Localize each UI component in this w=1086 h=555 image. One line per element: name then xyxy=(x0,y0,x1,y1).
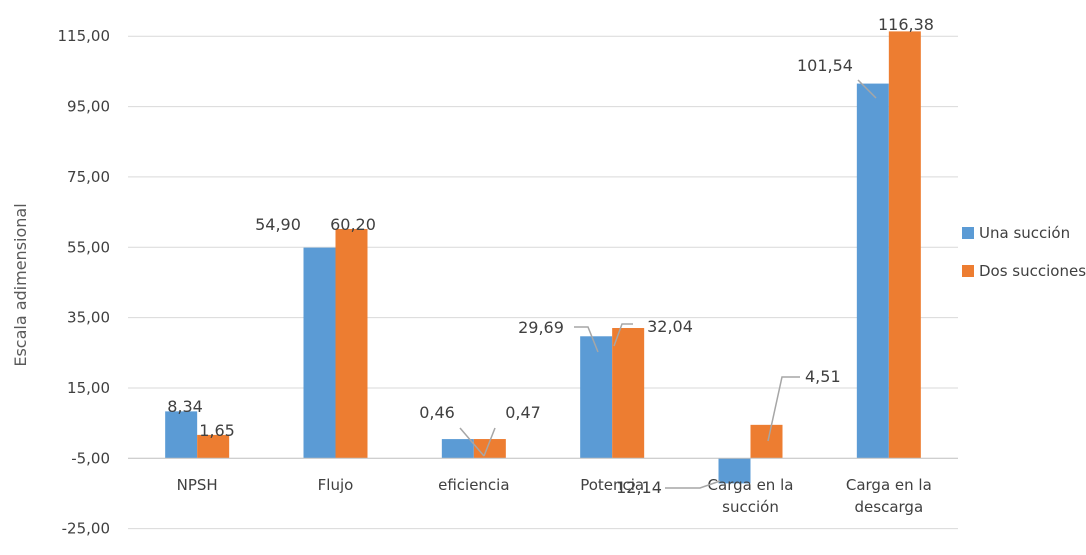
leader-line xyxy=(857,79,877,99)
leader-line xyxy=(613,323,633,347)
x-axis-categories: NPSH Flujo eficiencia Potencia Carga en la su… xyxy=(177,476,932,516)
y-tick-label: 115,00 xyxy=(58,27,111,45)
legend-label: Dos succiones xyxy=(979,262,1086,280)
bar xyxy=(303,247,336,459)
data-label: 54,90 xyxy=(255,215,301,234)
leader-line xyxy=(483,427,496,457)
y-tick-label: 95,00 xyxy=(67,98,110,116)
data-label: 32,04 xyxy=(647,317,693,336)
y-tick-label: 75,00 xyxy=(67,168,110,186)
data-label: 4,51 xyxy=(805,367,841,386)
category-label: Carga en la xyxy=(708,476,794,494)
legend-swatch xyxy=(962,265,974,277)
bar xyxy=(335,228,368,459)
gridlines xyxy=(128,35,958,530)
category-label: NPSH xyxy=(177,476,218,494)
leader-line xyxy=(767,376,800,442)
y-tick-label: 35,00 xyxy=(67,309,110,327)
leader-line xyxy=(459,427,485,457)
bar xyxy=(718,458,751,484)
bar xyxy=(197,434,230,459)
bars xyxy=(165,31,921,484)
data-label: 101,54 xyxy=(797,56,853,75)
data-label: 60,20 xyxy=(330,215,376,234)
bar xyxy=(441,439,474,459)
legend: Una succión Dos succiones xyxy=(962,224,1086,280)
bar xyxy=(580,336,613,459)
category-label: descarga xyxy=(855,498,924,516)
bar xyxy=(612,328,645,459)
category-label: succión xyxy=(722,498,779,516)
data-label: 12,14 xyxy=(616,478,662,497)
y-tick-label: 15,00 xyxy=(67,379,110,397)
y-axis-label: Escala adimensional xyxy=(11,203,30,366)
category-label: Potencia xyxy=(580,476,644,494)
y-tick-label: -25,00 xyxy=(62,520,110,538)
category-label: eficiencia xyxy=(438,476,509,494)
bar xyxy=(888,31,921,459)
label-leader-lines xyxy=(459,79,877,489)
y-tick-label: -5,00 xyxy=(71,449,110,467)
category-label: Flujo xyxy=(318,476,354,494)
bar xyxy=(856,83,889,459)
y-axis-ticks: -25,00 -5,00 15,00 35,00 55,00 75,00 95,00 115,… xyxy=(58,27,111,537)
data-label: 1,65 xyxy=(199,421,235,440)
data-label: 29,69 xyxy=(518,318,564,337)
data-label: 116,38 xyxy=(878,15,934,34)
data-label: 0,46 xyxy=(419,403,455,422)
bar xyxy=(750,424,783,459)
leader-line xyxy=(665,480,721,489)
y-tick-label: 55,00 xyxy=(67,238,110,256)
legend-label: Una succión xyxy=(979,224,1070,242)
data-label: 8,34 xyxy=(167,397,203,416)
category-label: Carga en la xyxy=(846,476,932,494)
data-label: 0,47 xyxy=(505,403,541,422)
leader-line xyxy=(574,326,599,353)
bar xyxy=(165,411,198,459)
data-labels: 8,34 54,90 0,46 29,69 12,14 101,54 1,65 60,20 0,… xyxy=(167,15,934,497)
legend-swatch xyxy=(962,227,974,239)
